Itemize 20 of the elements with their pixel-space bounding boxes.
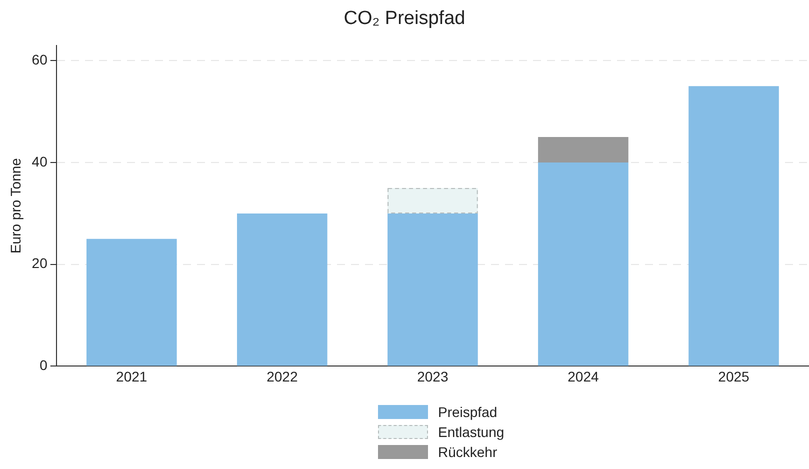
bar [388,213,478,366]
bar [538,162,628,366]
legend-label: Preispfad [438,404,498,420]
chart-title: CO₂ Preispfad [342,8,466,30]
x-tick-label: 2023 [417,368,448,384]
x-tick-label: 2021 [116,368,148,384]
bar [237,213,328,366]
y-axis-title: Euro pro Tonne [7,158,24,254]
y-tick-label: 40 [32,153,48,170]
legend-label: Rückkehr [438,444,498,460]
bar [86,238,177,366]
y-tick-label: 20 [32,255,48,272]
x-tick-label: 2025 [718,368,750,384]
bar [538,137,628,163]
y-tick-label: 60 [32,52,48,68]
x-tick-label: 2022 [266,368,298,384]
legend-label: Entlastung [438,424,504,440]
bar [688,86,779,366]
x-tick-label: 2024 [568,368,599,384]
y-tick-label: 0 [40,357,48,374]
